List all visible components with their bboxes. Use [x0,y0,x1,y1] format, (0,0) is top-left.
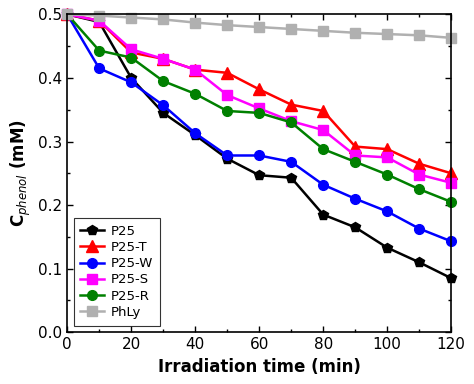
P25-R [448,200,454,204]
P25-W [192,131,198,136]
PhLy [384,32,390,36]
P25-W [288,159,294,164]
Line: P25-R: P25-R [63,10,456,207]
P25 [352,225,358,230]
P25-W [224,153,230,158]
P25 [288,175,294,180]
P25-T [384,147,390,151]
P25-R [64,12,70,17]
P25-S [384,155,390,160]
P25-T [64,12,70,17]
P25-S [416,172,422,177]
P25-T [416,161,422,166]
P25-R [288,120,294,125]
P25-T [224,71,230,75]
P25 [160,111,166,115]
PhLy [192,20,198,25]
P25-S [128,47,134,51]
P25-S [320,128,326,132]
P25-T [288,102,294,107]
P25-R [96,48,102,53]
P25-T [192,67,198,72]
P25-S [192,67,198,72]
PhLy [288,26,294,31]
PhLy [416,33,422,38]
P25 [96,20,102,24]
P25-S [96,18,102,23]
P25 [320,212,326,217]
P25-S [64,12,70,17]
P25 [256,173,262,177]
P25-R [160,79,166,83]
P25-T [320,109,326,113]
P25-S [352,153,358,158]
PhLy [256,25,262,29]
P25-W [352,197,358,201]
PhLy [64,12,70,17]
Line: PhLy: PhLy [63,10,456,43]
P25 [448,276,454,280]
P25-S [256,106,262,111]
P25-T [256,87,262,92]
P25-S [160,56,166,61]
P25-S [448,180,454,185]
PhLy [448,36,454,40]
P25-W [128,80,134,84]
P25-T [448,171,454,175]
P25-T [352,144,358,149]
P25-T [160,56,166,61]
P25-R [416,187,422,192]
P25-R [192,91,198,96]
P25-W [160,103,166,108]
P25-W [96,66,102,71]
P25 [128,76,134,80]
PhLy [128,15,134,20]
P25-T [96,18,102,23]
P25-S [288,119,294,124]
PhLy [224,23,230,27]
P25-R [320,147,326,151]
P25-W [384,209,390,214]
P25-R [224,109,230,113]
PhLy [352,30,358,35]
X-axis label: Irradiation time (min): Irradiation time (min) [158,358,361,376]
Line: P25-S: P25-S [63,10,456,188]
Line: P25-T: P25-T [62,9,457,179]
Y-axis label: C$_{phenol}$ (mM): C$_{phenol}$ (mM) [9,119,33,227]
P25 [64,12,70,17]
Line: P25-W: P25-W [63,10,456,246]
P25 [416,260,422,265]
P25-R [384,172,390,177]
PhLy [96,13,102,18]
P25 [224,156,230,161]
P25-W [448,239,454,243]
Legend: P25, P25-T, P25-W, P25-S, P25-R, PhLy: P25, P25-T, P25-W, P25-S, P25-R, PhLy [74,218,160,326]
Line: P25: P25 [63,10,456,283]
PhLy [160,17,166,22]
P25-R [352,159,358,164]
PhLy [320,28,326,33]
P25 [192,133,198,137]
P25-W [256,153,262,158]
P25-R [128,55,134,60]
P25-W [320,182,326,187]
P25-S [224,93,230,98]
P25-W [416,226,422,231]
P25-W [64,12,70,17]
P25-R [256,111,262,115]
P25 [384,245,390,250]
P25-T [128,50,134,55]
